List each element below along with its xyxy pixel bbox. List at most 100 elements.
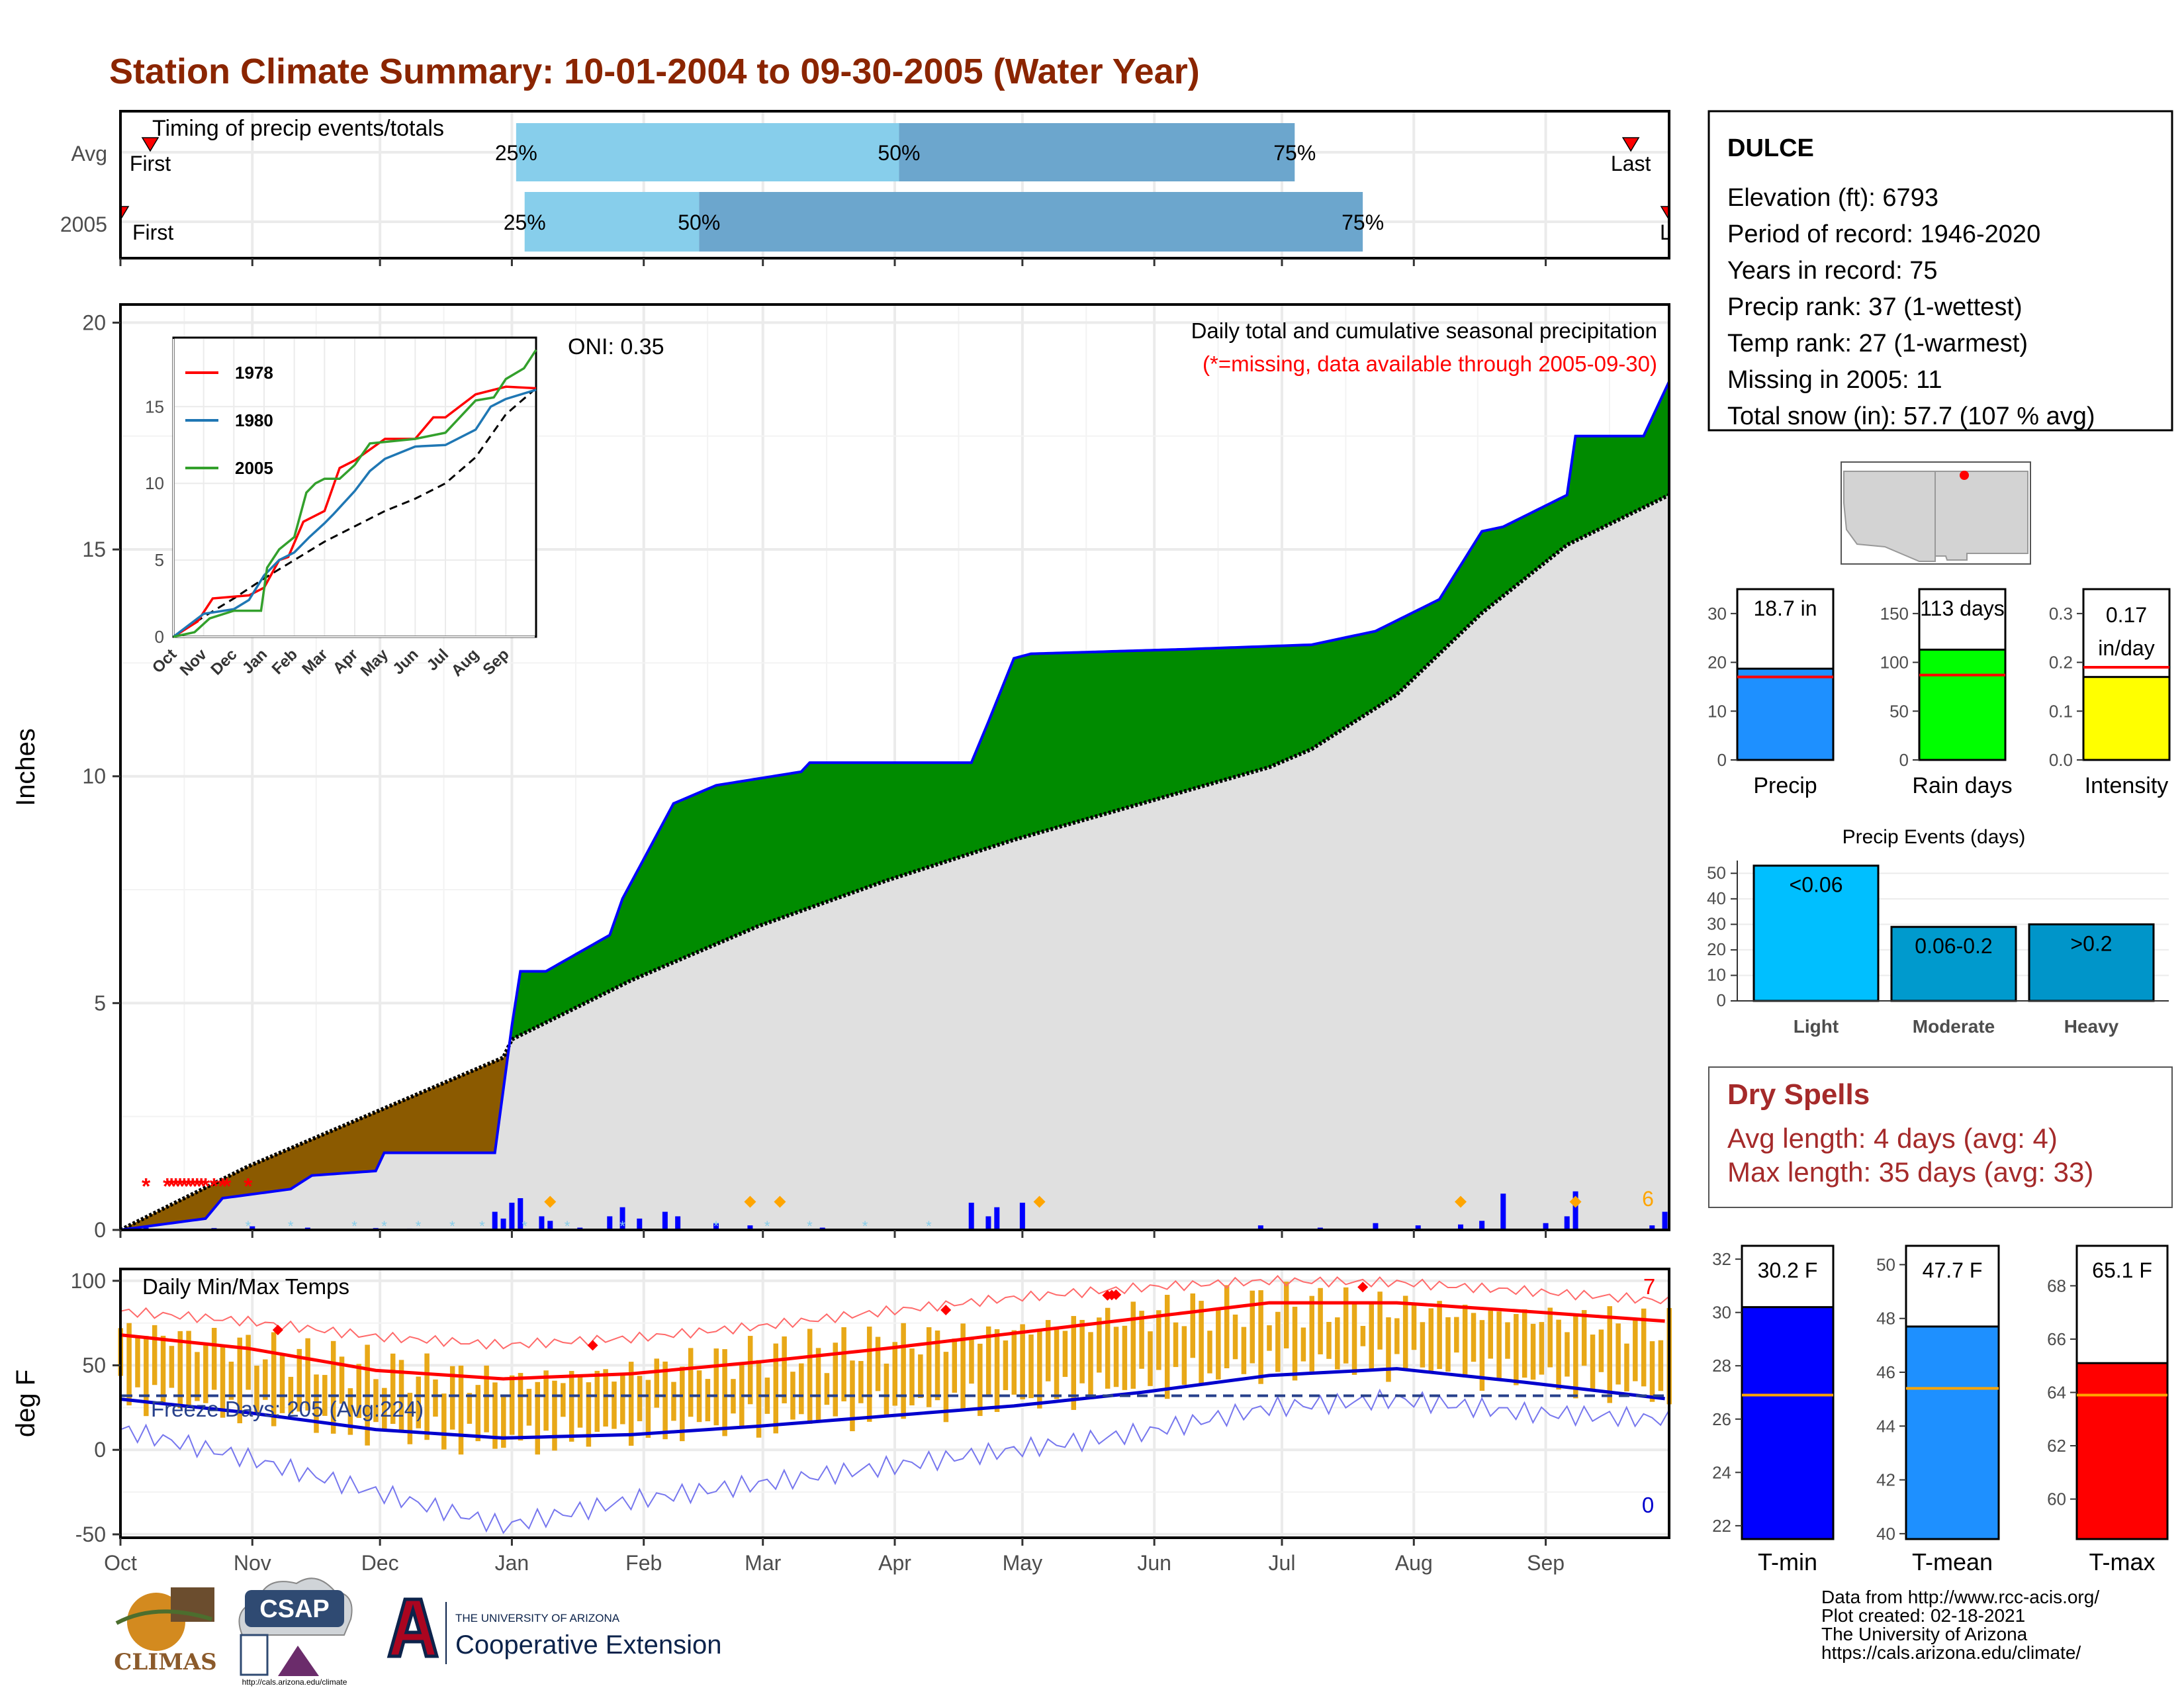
daily-temp-bar (382, 1387, 387, 1430)
daily-temp-bar (1148, 1331, 1153, 1386)
daily-temp-bar (815, 1348, 821, 1422)
ua-university-name: THE UNIVERSITY OF ARIZONA (455, 1612, 620, 1624)
daily-temp-bar (433, 1379, 438, 1417)
temp-summary-chart-t-max: 65.1 F 60 62 64 66 68 T-max (2047, 1244, 2169, 1575)
snow-day-marker: * (522, 1218, 527, 1235)
extreme-count: 6 (1642, 1187, 1654, 1211)
daily-temp-bar (1514, 1313, 1519, 1385)
daily-temp-bar (628, 1362, 634, 1446)
timing-row-label-avg: Avg (71, 142, 107, 165)
daily-temp-bar (662, 1361, 668, 1440)
temp-summary-y-tick-label: 40 (1876, 1524, 1895, 1544)
daily-temp-bar (1045, 1320, 1051, 1382)
daily-temp-bar (526, 1389, 532, 1426)
avg-min-line (120, 1367, 1665, 1440)
daily-temp-bar (1139, 1311, 1144, 1369)
daily-temp-bar (1156, 1310, 1161, 1370)
daily-temp-bar (135, 1335, 140, 1387)
daily-precip-bar (1662, 1211, 1668, 1230)
snow-day-marker: * (565, 1218, 570, 1235)
freeze-days-label: Freeze Days: 205 (Avg:224) (151, 1397, 424, 1421)
daily-temp-bar (228, 1362, 234, 1400)
daily-temp-bar (654, 1358, 659, 1408)
summary-y-tick-label: 0.3 (2049, 604, 2073, 624)
summary-bar-label: 113 days (1920, 596, 2005, 620)
timing-first-label-2005: First (132, 220, 173, 244)
daily-precip-bar (547, 1221, 553, 1230)
snow-day-marker: * (862, 1218, 868, 1235)
events-bar-heavy (2028, 923, 2155, 1002)
events-y-tick-label: 0 (1717, 990, 1726, 1010)
dry-spells-title: Dry Spells (1727, 1078, 1870, 1111)
daily-temp-bar (688, 1348, 694, 1417)
above-average-area-2 (512, 381, 1669, 1040)
daily-temp-bar (271, 1332, 277, 1427)
daily-precip-bar (1564, 1216, 1570, 1230)
temp-summary-y-tick-label: 44 (1876, 1416, 1895, 1436)
precip-subtitle: Daily total and cumulative seasonal prec… (1191, 318, 1657, 343)
daily-temp-bar (1522, 1309, 1527, 1378)
precip-y-tick-label: 20 (82, 310, 106, 334)
record-high-marker (272, 1325, 283, 1336)
missing-day-marker: * (184, 1174, 193, 1199)
daily-temp-bar (680, 1366, 685, 1442)
daily-temp-bar (407, 1393, 413, 1444)
location-map (1841, 461, 2031, 565)
temp-summary-chart-t-min: 30.2 F 22 24 26 28 30 32 T-min (1712, 1244, 1835, 1575)
csap-logo: CSAP http://cals.arizona.edu/climate (238, 1577, 353, 1687)
daily-temp-bar (279, 1352, 285, 1413)
daily-temp-bar (1641, 1308, 1647, 1387)
timing-bar-q2-2005 (699, 192, 1363, 252)
daily-temp-bar (177, 1331, 183, 1409)
extreme-event-marker (1455, 1196, 1467, 1208)
daily-temp-bar (561, 1383, 566, 1417)
precip-panel: * ********** * ** ** * * * * * * * * * * * * * * 05101520 … (11, 303, 1670, 1242)
daily-precip-bar (492, 1211, 498, 1230)
snow-day-marker: * (351, 1218, 357, 1235)
events-y-tick-label: 10 (1707, 964, 1726, 984)
temp-summary-y-tick-label: 60 (2047, 1489, 2066, 1509)
dry-spells-avg: Avg length: 4 days (avg: 4) (1727, 1123, 2058, 1154)
daily-temp-bar (288, 1376, 294, 1414)
daily-precip-bar (1019, 1202, 1025, 1230)
daily-temp-bar (211, 1327, 217, 1390)
credits: Data from http://www.rcc-acis.org/ Plot … (1821, 1587, 2099, 1663)
summary-bar-value (2082, 676, 2171, 761)
daily-temp-bar (424, 1353, 430, 1440)
snow-day-marker: * (381, 1218, 387, 1235)
daily-temp-bar (901, 1323, 906, 1419)
timing-last-marker-avg (1621, 137, 1640, 152)
temp-summary-y-tick-label: 42 (1876, 1470, 1895, 1490)
snow-day-marker: * (619, 1218, 625, 1235)
daily-precip-bar (1257, 1225, 1263, 1230)
daily-temp-bar (1411, 1305, 1417, 1350)
daily-temp-bar (1199, 1301, 1204, 1384)
temp-y-tick-label: 50 (82, 1354, 106, 1378)
daily-temp-bar (960, 1323, 966, 1411)
daily-temp-bar (1633, 1318, 1638, 1382)
summary-y-tick-label: 150 (1880, 604, 1909, 624)
snow-day-marker: * (713, 1218, 719, 1235)
daily-temp-bar (1028, 1334, 1034, 1399)
month-label-Nov: Nov (234, 1551, 271, 1575)
credit-plot-date: Plot created: 02-18-2021 (1821, 1605, 2025, 1626)
credit-data-source: Data from http://www.rcc-acis.org/ (1821, 1587, 2099, 1607)
timing-first-label-avg: First (130, 152, 171, 175)
timing-bar-q1-avg (516, 123, 899, 181)
avg-cumulative-area (120, 494, 1669, 1231)
timing-label: Timing of precip events/totals (152, 116, 444, 141)
daily-temp-bar (144, 1336, 149, 1417)
daily-temp-bar (296, 1348, 302, 1412)
daily-temp-bar (509, 1375, 515, 1435)
temp-panel-label: Daily Min/Max Temps (142, 1274, 349, 1299)
missing-day-marker: * (197, 1174, 206, 1199)
daily-temp-bar (501, 1394, 506, 1448)
timing-first-marker-avg (141, 137, 159, 152)
ua-a-mark (387, 1597, 439, 1658)
daily-precip-bar (250, 1226, 255, 1230)
inset-series-line-2005 (173, 349, 537, 638)
temp-summary-y-tick-label: 50 (1876, 1254, 1895, 1274)
daily-temp-bar (1318, 1288, 1323, 1354)
